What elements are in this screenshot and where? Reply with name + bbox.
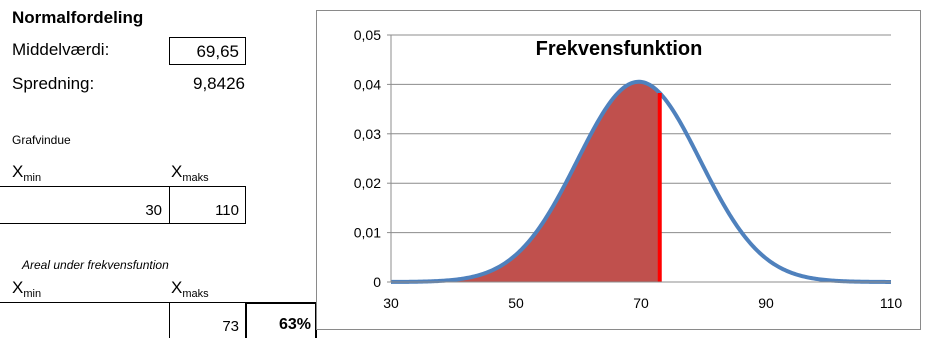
graph-xmax-label: Xmaks: [171, 162, 209, 182]
frequency-chart: 0 0,01 0,02 0,03 0,04 0,05 30 50 70 90 110 Frekven…: [317, 11, 920, 329]
graph-table-bottom-border: [0, 223, 246, 224]
area-xmax-label: Xmaks: [171, 278, 209, 298]
x-tick-label: 70: [633, 295, 649, 311]
y-tick-label: 0,03: [354, 126, 381, 142]
section-title: Normalfordeling: [12, 8, 143, 28]
graph-xmax-value[interactable]: 110: [172, 202, 239, 219]
y-tick-label: 0,01: [354, 225, 381, 241]
chart-frame: 0 0,01 0,02 0,03 0,04 0,05 30 50 70 90 110 Frekven…: [316, 10, 921, 330]
area-table-divider: [169, 302, 170, 338]
x-tick-label: 30: [383, 295, 399, 311]
y-tick-label: 0,02: [354, 175, 381, 191]
area-xmax-value[interactable]: 73: [172, 318, 239, 335]
graph-table-right-border: [245, 186, 246, 224]
shaded-area: [391, 82, 660, 282]
y-tick-label: 0,05: [354, 27, 381, 43]
area-xmin-label: Xmin: [12, 278, 41, 298]
mean-input-box[interactable]: 69,65: [169, 37, 246, 65]
sd-value: 9,8426: [193, 74, 245, 94]
y-tick-label: 0: [373, 274, 381, 290]
x-tick-label: 50: [508, 295, 524, 311]
area-heading: Areal under frekvensfuntion: [22, 258, 169, 272]
mean-label: Middelværdi:: [12, 40, 109, 60]
area-table-top-border: [0, 302, 246, 303]
chart-title: Frekvensfunktion: [536, 38, 703, 60]
mean-value: 69,65: [196, 42, 239, 62]
area-result-box: 63%: [245, 302, 317, 338]
area-result: 63%: [279, 316, 311, 334]
x-tick-label: 110: [880, 295, 903, 311]
graph-xmin-value[interactable]: 30: [100, 202, 162, 219]
graph-table-divider: [169, 186, 170, 224]
x-tick-label: 90: [758, 295, 774, 311]
graph-table-top-border: [0, 186, 246, 187]
graph-xmin-label: Xmin: [12, 162, 41, 182]
sd-label: Spredning:: [12, 74, 94, 94]
graph-window-heading: Grafvindue: [12, 133, 71, 147]
y-tick-label: 0,04: [354, 76, 381, 92]
